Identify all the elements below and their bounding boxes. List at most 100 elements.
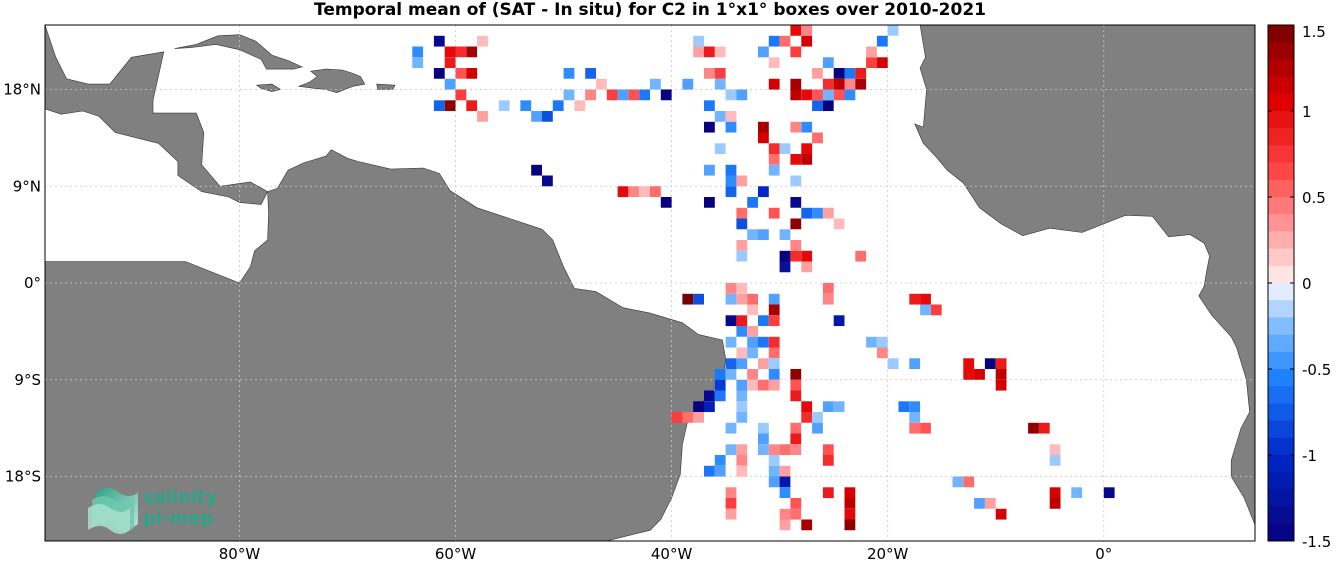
data-cell bbox=[714, 369, 726, 380]
colorbar-swatch bbox=[1268, 523, 1294, 542]
lon-tick-label: 60°W bbox=[435, 545, 477, 563]
data-cells bbox=[412, 25, 1115, 531]
data-cell bbox=[779, 25, 791, 26]
data-cell bbox=[596, 78, 607, 90]
data-cell bbox=[812, 89, 823, 101]
data-cell bbox=[801, 89, 813, 101]
longitude-labels: 80°W 60°W 40°W 20°W 0° bbox=[219, 545, 1113, 563]
data-cell bbox=[693, 35, 704, 47]
data-cell bbox=[736, 207, 748, 219]
colorbar-swatch bbox=[1268, 455, 1294, 473]
data-cell bbox=[974, 498, 985, 509]
data-cell bbox=[758, 315, 769, 327]
data-cell bbox=[758, 229, 769, 241]
data-cell bbox=[768, 78, 780, 90]
data-cell bbox=[747, 293, 758, 305]
colorbar-swatch bbox=[1268, 300, 1294, 318]
data-cell bbox=[747, 379, 758, 391]
data-cell bbox=[531, 164, 542, 176]
data-cell bbox=[898, 25, 910, 26]
data-cell bbox=[844, 68, 856, 79]
data-cell bbox=[725, 293, 737, 305]
data-cell bbox=[801, 35, 813, 47]
lat-tick-label: 9°N bbox=[13, 177, 41, 195]
data-cell bbox=[747, 336, 758, 348]
data-cell bbox=[671, 25, 683, 26]
data-cell bbox=[725, 175, 737, 187]
colorbar-swatch bbox=[1268, 283, 1294, 301]
data-cell bbox=[704, 164, 715, 176]
data-cell bbox=[855, 78, 867, 90]
data-cell bbox=[725, 422, 737, 434]
data-cell bbox=[995, 379, 1007, 391]
data-cell bbox=[866, 57, 877, 69]
data-cell bbox=[714, 379, 726, 391]
data-cell bbox=[433, 100, 445, 112]
data-cell bbox=[822, 455, 834, 466]
data-cell bbox=[725, 444, 737, 456]
data-cell bbox=[747, 369, 758, 380]
data-cell bbox=[822, 100, 834, 112]
colorbar-swatch bbox=[1268, 76, 1294, 95]
colorbar-tick-label: -0.5 bbox=[1302, 361, 1331, 379]
data-cell bbox=[725, 283, 737, 294]
data-cell bbox=[477, 111, 488, 122]
data-cell bbox=[844, 487, 856, 499]
data-cell bbox=[693, 401, 704, 413]
data-cell bbox=[920, 304, 931, 316]
data-cell bbox=[768, 57, 780, 69]
data-cell bbox=[995, 508, 1007, 520]
data-cell bbox=[790, 379, 802, 391]
data-cell bbox=[704, 390, 715, 402]
data-cell bbox=[725, 487, 737, 499]
data-cell bbox=[704, 68, 715, 79]
data-cell bbox=[725, 186, 737, 198]
colorbar-swatch bbox=[1268, 59, 1294, 77]
data-cell bbox=[736, 293, 748, 305]
data-cell bbox=[790, 154, 802, 165]
data-cell bbox=[812, 25, 823, 26]
data-cell bbox=[779, 250, 791, 262]
land-puerto-rico bbox=[376, 83, 396, 90]
data-cell bbox=[768, 379, 780, 391]
data-cell bbox=[704, 121, 715, 133]
land-south-america bbox=[45, 149, 726, 541]
data-cell bbox=[714, 390, 726, 402]
data-cell bbox=[714, 455, 726, 466]
colorbar-tick-label: 0.5 bbox=[1302, 189, 1326, 207]
data-cell bbox=[606, 89, 618, 101]
data-cell bbox=[833, 78, 845, 90]
data-cell bbox=[833, 218, 845, 230]
data-cell bbox=[747, 304, 758, 316]
land-africa bbox=[914, 25, 1255, 541]
data-cell bbox=[758, 186, 769, 198]
logo-text-line2: pi-mep bbox=[143, 508, 213, 529]
data-cell bbox=[898, 401, 910, 413]
data-cell bbox=[790, 46, 802, 58]
data-cell bbox=[682, 293, 694, 305]
lon-tick-label: 80°W bbox=[219, 545, 261, 563]
colorbar-swatch bbox=[1268, 489, 1294, 507]
data-cell bbox=[704, 465, 715, 477]
colorbar-swatch bbox=[1268, 197, 1294, 215]
data-cell bbox=[444, 57, 456, 69]
data-cell bbox=[790, 433, 802, 445]
data-cell bbox=[768, 154, 780, 165]
colorbar-swatch bbox=[1268, 248, 1294, 267]
data-cell bbox=[520, 100, 532, 112]
colorbar-swatch bbox=[1268, 369, 1294, 387]
data-cell bbox=[617, 89, 629, 101]
lon-tick-label: 0° bbox=[1095, 545, 1112, 563]
data-cell bbox=[801, 519, 813, 531]
data-cell bbox=[563, 89, 575, 101]
data-cell bbox=[768, 143, 780, 155]
colorbar-tick-label: -1 bbox=[1302, 447, 1317, 465]
lon-tick-label: 20°W bbox=[867, 545, 909, 563]
data-cell bbox=[822, 401, 834, 413]
data-cell bbox=[768, 358, 780, 370]
data-cell bbox=[704, 401, 715, 413]
data-cell bbox=[768, 476, 780, 488]
data-cell bbox=[714, 111, 726, 122]
data-cell bbox=[790, 218, 802, 230]
lat-tick-label: 0° bbox=[24, 274, 41, 292]
